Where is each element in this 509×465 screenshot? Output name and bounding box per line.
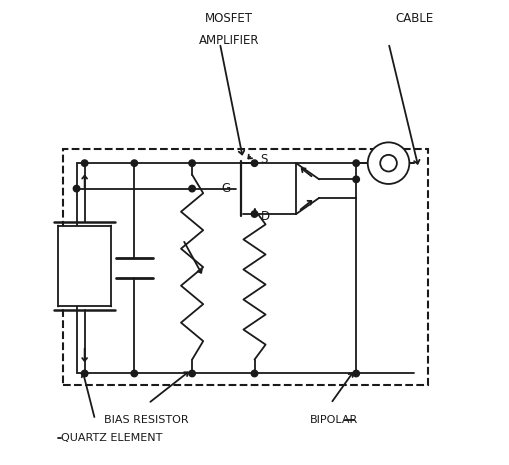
- Text: BIAS RESISTOR: BIAS RESISTOR: [104, 415, 189, 425]
- Circle shape: [189, 370, 195, 377]
- Text: AMPLIFIER: AMPLIFIER: [199, 34, 259, 47]
- Circle shape: [251, 370, 258, 377]
- Text: QUARTZ ELEMENT: QUARTZ ELEMENT: [61, 433, 163, 443]
- Circle shape: [353, 176, 359, 183]
- Circle shape: [189, 160, 195, 166]
- Circle shape: [353, 160, 359, 166]
- Bar: [58, 226, 111, 306]
- Circle shape: [131, 160, 137, 166]
- Text: BIPOLAR: BIPOLAR: [310, 415, 358, 425]
- Circle shape: [353, 370, 359, 377]
- Circle shape: [251, 160, 258, 166]
- Text: CABLE: CABLE: [395, 13, 434, 26]
- Circle shape: [367, 142, 409, 184]
- Circle shape: [73, 186, 80, 192]
- Text: D: D: [261, 210, 270, 223]
- Circle shape: [189, 186, 195, 192]
- Text: MOSFET: MOSFET: [205, 12, 253, 25]
- Circle shape: [81, 160, 88, 166]
- Circle shape: [251, 211, 258, 217]
- Circle shape: [131, 370, 137, 377]
- Text: S: S: [261, 153, 268, 166]
- Text: G: G: [221, 182, 231, 195]
- Circle shape: [380, 155, 397, 172]
- Circle shape: [81, 370, 88, 377]
